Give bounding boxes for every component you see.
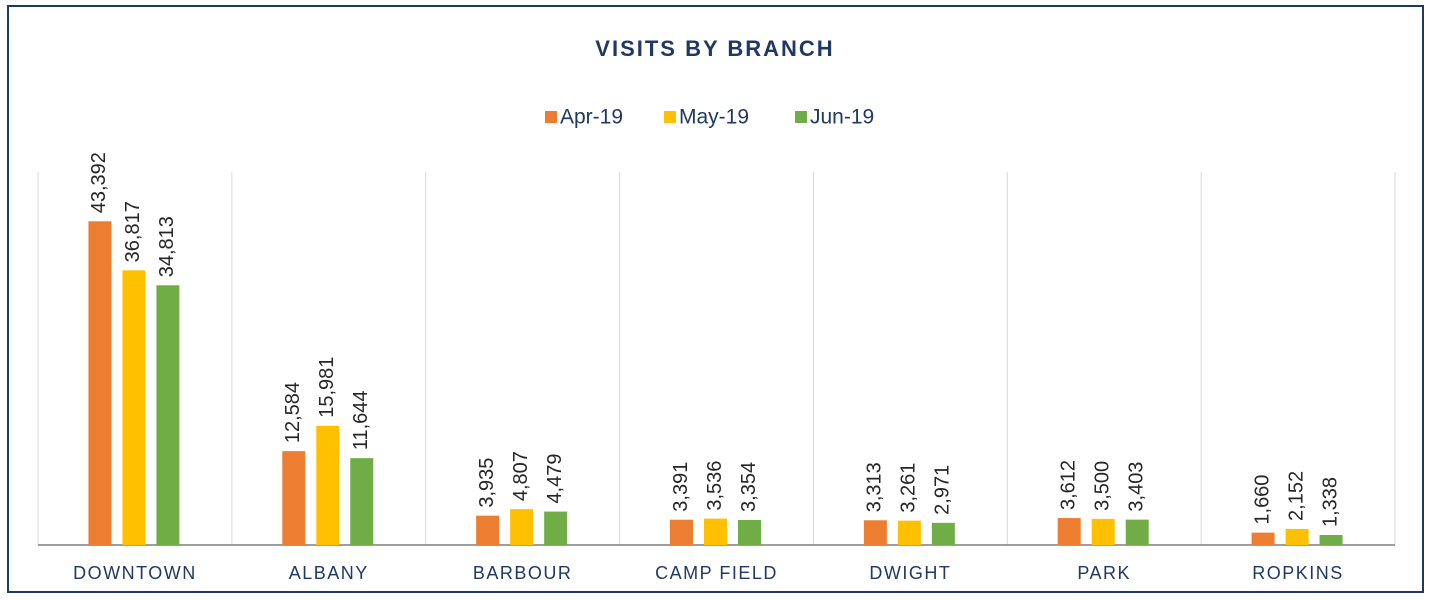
bar <box>931 522 955 545</box>
chart-title: VISITS BY BRANCH <box>595 36 834 61</box>
x-tick-label: BARBOUR <box>473 563 573 583</box>
bar <box>510 509 534 545</box>
x-tick-label: ROPKINS <box>1252 563 1344 583</box>
x-tick-label: PARK <box>1077 563 1131 583</box>
x-tick-label: CAMP FIELD <box>655 563 778 583</box>
bar <box>350 458 374 545</box>
x-tick-label: DOWNTOWN <box>73 563 197 583</box>
x-tick-label: DWIGHT <box>869 563 951 583</box>
data-label: 3,403 <box>1125 462 1147 512</box>
data-label: 15,981 <box>316 357 338 418</box>
bar <box>1319 535 1343 545</box>
bar <box>282 451 306 545</box>
data-label: 1,338 <box>1319 477 1341 527</box>
bar <box>316 425 340 545</box>
data-label: 3,536 <box>704 461 726 511</box>
legend-label: May-19 <box>679 106 749 129</box>
data-label: 2,152 <box>1285 471 1307 521</box>
data-label: 3,313 <box>864 462 886 512</box>
data-label: 3,612 <box>1057 460 1079 510</box>
data-label: 3,391 <box>670 462 692 512</box>
data-label: 3,354 <box>738 462 760 512</box>
data-label: 12,584 <box>282 382 304 443</box>
bar <box>1251 532 1275 545</box>
x-tick-label: ALBANY <box>289 563 369 583</box>
bar <box>738 519 761 545</box>
bar <box>1285 528 1309 545</box>
data-label: 4,807 <box>510 451 532 501</box>
bar <box>1125 519 1149 545</box>
bar <box>476 515 500 545</box>
bar <box>544 511 568 545</box>
data-label: 4,479 <box>544 454 566 504</box>
legend-swatch <box>795 111 807 123</box>
legend-label: Jun-19 <box>810 106 874 129</box>
bar <box>156 285 180 545</box>
data-label: 3,500 <box>1091 461 1113 511</box>
bar <box>704 518 727 545</box>
bar <box>1091 518 1115 545</box>
bar <box>897 520 921 545</box>
legend-swatch <box>664 111 676 123</box>
legend-label: Apr-19 <box>560 106 623 129</box>
data-label: 2,971 <box>932 465 954 515</box>
data-label: 3,935 <box>476 458 498 508</box>
bar <box>863 520 887 545</box>
data-label: 1,660 <box>1251 475 1273 525</box>
data-label: 43,392 <box>88 152 110 213</box>
data-label: 3,261 <box>898 463 920 513</box>
data-label: 36,817 <box>122 201 144 262</box>
data-label: 34,813 <box>156 216 178 277</box>
bar <box>122 270 146 545</box>
legend-swatch <box>545 111 557 123</box>
bar <box>88 221 112 545</box>
bar <box>1057 518 1081 545</box>
data-label: 11,644 <box>350 390 372 450</box>
chart-border <box>7 5 1424 593</box>
bar <box>670 519 693 545</box>
